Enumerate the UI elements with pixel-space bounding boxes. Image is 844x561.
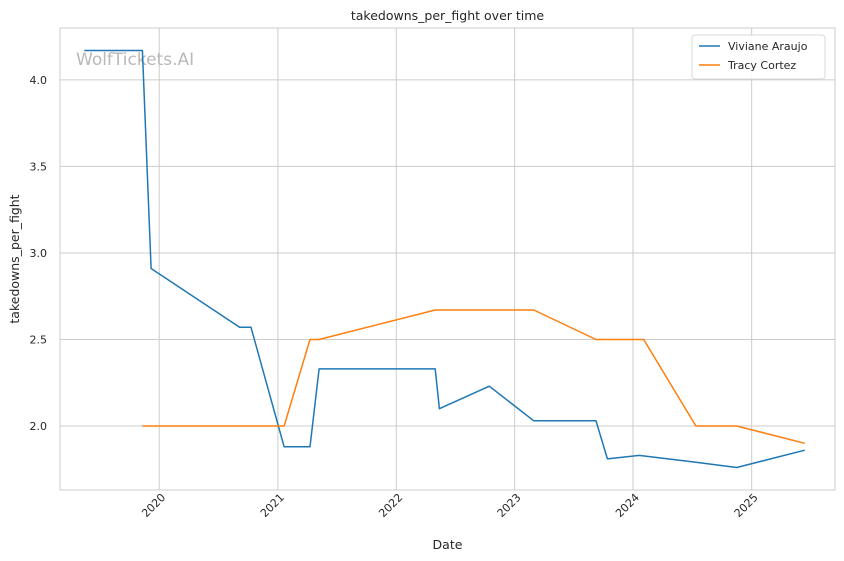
x-axis-label: Date [433, 537, 463, 552]
series-line-2 [142, 309, 805, 445]
legend-label-1: Viviane Araujo [728, 40, 808, 53]
watermark-text: WolfTickets.AI [76, 50, 194, 70]
legend: Viviane Araujo Tracy Cortez [691, 34, 826, 80]
series-layer [84, 49, 805, 469]
y-tick-label: 4.0 [30, 74, 48, 87]
y-tick-label: 2.0 [30, 420, 48, 433]
plot-area [59, 27, 836, 491]
y-tick-label: 3.0 [30, 247, 48, 260]
y-axis-ticks: 2.0 2.5 3.0 3.5 4.0 [30, 74, 48, 433]
y-tick-label: 3.5 [30, 160, 48, 173]
legend-label-2: Tracy Cortez [727, 59, 796, 72]
series-line-1 [84, 49, 805, 469]
y-tick-label: 2.5 [30, 333, 48, 346]
legend-box [691, 34, 826, 80]
y-axis-label: takedowns_per_fight [7, 194, 22, 323]
chart-title: takedowns_per_fight over time [351, 8, 545, 23]
